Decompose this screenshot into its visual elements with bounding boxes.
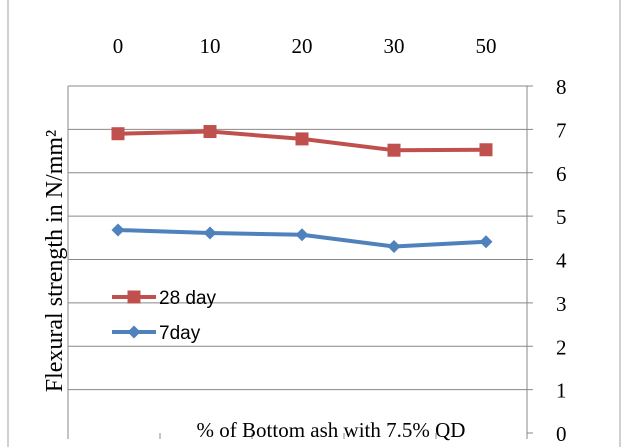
x-axis-label: % of Bottom ash with 7.5% QD <box>197 418 466 442</box>
chart-frame <box>7 0 621 447</box>
data-point <box>387 239 401 253</box>
y-tick-label: 5 <box>556 205 567 229</box>
y-tick-label: 1 <box>556 379 567 403</box>
data-point <box>479 235 493 249</box>
y-tick-label: 2 <box>556 335 567 359</box>
gridlines <box>68 85 527 391</box>
legend-swatch-marker <box>127 325 141 339</box>
data-point <box>111 223 125 237</box>
data-point <box>203 125 217 139</box>
axes <box>67 85 533 439</box>
data-point <box>111 127 125 141</box>
y-tick-label: 0 <box>556 422 567 446</box>
y-axis-label: Flexural strength in N/mm² <box>42 130 68 393</box>
legend-label: 7day <box>159 323 201 344</box>
y-tick-label: 3 <box>556 292 567 316</box>
y-tick-label: 6 <box>556 162 567 186</box>
x-tick-labels: 0 10 20 30 50 <box>113 34 497 58</box>
y-tick-label: 8 <box>556 75 567 99</box>
data-point <box>479 143 493 157</box>
x-tick-label: 10 <box>200 34 221 58</box>
data-point <box>203 226 217 240</box>
data-point <box>387 143 401 157</box>
y-tick-label: 4 <box>556 249 567 273</box>
legend: 28 day 7day <box>112 288 217 344</box>
data-point <box>295 132 309 146</box>
x-tick-label: 0 <box>113 34 124 58</box>
x-tick-label: 30 <box>384 34 405 58</box>
legend-label: 28 day <box>159 288 217 309</box>
series-lines <box>111 125 493 253</box>
data-point <box>295 228 309 242</box>
y-tick-label: 7 <box>556 118 567 142</box>
x-tick-label: 20 <box>292 34 313 58</box>
x-tick-label: 50 <box>476 34 497 58</box>
legend-swatch-marker <box>127 290 141 304</box>
y-tick-labels: 0 1 2 3 4 5 6 7 8 <box>556 75 567 446</box>
